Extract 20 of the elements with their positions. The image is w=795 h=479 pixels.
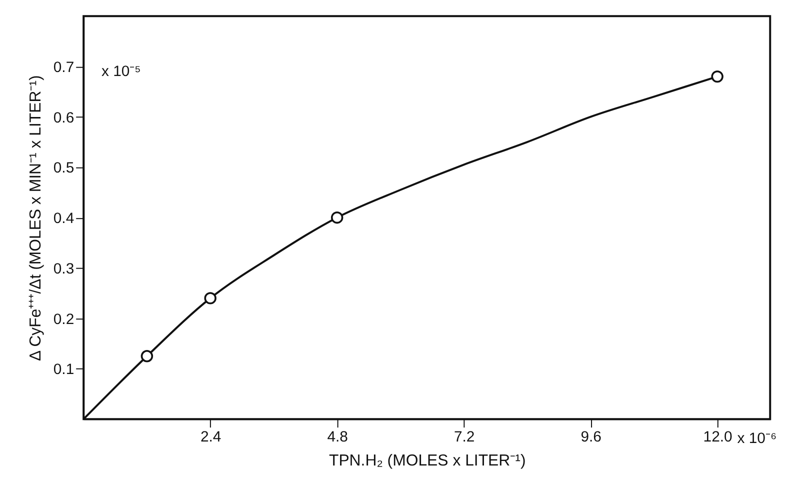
x-tick-label: 9.6 [580,428,602,446]
annotation: x 10⁻⁵ [101,62,141,80]
text: x 10⁻⁶ [737,430,777,447]
point [711,70,724,83]
y-tick-label: 0.4 [53,210,74,228]
y-tick-label: 0.7 [53,58,74,76]
y-axis-title: Δ CyFe⁺⁺⁺/Δt (MOLES x MIN⁻¹ x LITER⁻¹) [27,75,44,361]
y-tick-label: 0.3 [53,260,74,278]
x-tick-label: 7.2 [454,428,475,446]
y-tick-label: 0.1 [53,361,74,378]
x-tick-label: 12.0 [703,428,732,446]
y-tick-label: 0.6 [53,109,74,126]
x-tick-label: 2.4 [200,428,222,446]
point [140,350,154,362]
point [204,292,216,304]
point [330,211,344,224]
y-tick-label: 0.2 [53,310,74,328]
y-tick-label: 0.5 [53,160,74,177]
x-tick-label: 4.8 [327,428,348,446]
x-axis-title: TPN.H₂ (MOLES x LITER⁻¹) [328,452,526,470]
